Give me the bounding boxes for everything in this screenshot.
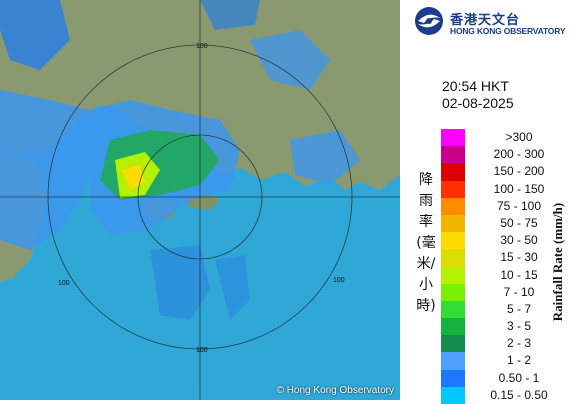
hko-logo: 香港天文台 HONG KONG OBSERVATORY xyxy=(414,6,574,40)
rainfall-legend: >300 200 - 300 150 - 200 100 - 150 75 - … xyxy=(441,129,571,404)
legend-swatch xyxy=(441,197,465,215)
copyright-text: © Hong Kong Observatory xyxy=(276,385,394,396)
legend-row: 0.50 - 1 xyxy=(441,369,571,387)
range-rings xyxy=(0,0,400,400)
radar-date: 02-08-2025 xyxy=(442,95,514,111)
legend-row: 200 - 300 xyxy=(441,146,571,164)
logo-english-name: HONG KONG OBSERVATORY xyxy=(450,26,566,36)
legend-swatch xyxy=(441,266,465,284)
legend-swatch xyxy=(441,369,465,387)
range-label-south: 100 xyxy=(196,347,208,354)
legend-label: 30 - 50 xyxy=(500,233,538,248)
range-label-north: 100 xyxy=(196,43,208,50)
legend-label: 10 - 15 xyxy=(500,267,538,282)
hko-logo-icon xyxy=(415,7,443,35)
legend-swatch xyxy=(441,249,465,267)
legend-label: 2 - 3 xyxy=(506,336,531,351)
legend-row: 1 - 2 xyxy=(441,352,571,370)
legend-swatch xyxy=(441,232,465,250)
legend-label: 3 - 5 xyxy=(506,319,531,334)
legend-row: 30 - 50 xyxy=(441,232,571,250)
legend-row: 10 - 15 xyxy=(441,266,571,284)
legend-label: 100 - 150 xyxy=(493,181,545,196)
legend-label: 150 - 200 xyxy=(493,164,545,179)
legend-swatch xyxy=(441,335,465,353)
legend-label: 200 - 300 xyxy=(493,147,545,162)
legend-swatch xyxy=(441,318,465,336)
legend-row: 50 - 75 xyxy=(441,214,571,233)
range-label-east: 100 xyxy=(333,277,345,284)
info-panel: 香港天文台 HONG KONG OBSERVATORY 20:54 HKT 02… xyxy=(400,0,577,404)
legend-swatch xyxy=(441,180,465,198)
legend-label: 50 - 75 xyxy=(500,215,538,230)
legend-label: 0.15 - 0.50 xyxy=(490,387,548,402)
logo-chinese-name: 香港天文台 xyxy=(450,13,521,28)
legend-swatch xyxy=(441,146,465,164)
legend-row: 0.15 - 0.50 xyxy=(441,386,571,404)
legend-label: 15 - 30 xyxy=(500,250,538,265)
legend-swatch xyxy=(441,386,465,404)
legend-swatch xyxy=(441,352,465,370)
legend-row: 3 - 5 xyxy=(441,318,571,336)
range-labels: 100 100 100 100 xyxy=(58,43,345,354)
legend-row: 75 - 100 xyxy=(441,197,571,215)
radar-map: 100 100 100 100 © Hong Kong Observatory xyxy=(0,0,400,400)
legend-label: 7 - 10 xyxy=(503,284,535,299)
legend-label: >300 xyxy=(505,130,533,144)
radar-map-graphic: 100 100 100 100 xyxy=(0,0,400,400)
legend-label: 75 - 100 xyxy=(496,198,542,213)
legend-label: 0.50 - 1 xyxy=(498,370,540,385)
legend-row: 150 - 200 xyxy=(441,163,571,181)
legend-row: 7 - 10 xyxy=(441,283,571,301)
legend-title-chinese: 降雨率(毫米/小時) xyxy=(416,172,436,314)
legend-swatch xyxy=(441,214,465,233)
legend-row: 2 - 3 xyxy=(441,335,571,353)
legend-row: 15 - 30 xyxy=(441,249,571,267)
legend-swatch xyxy=(441,129,465,147)
range-label-west: 100 xyxy=(58,280,70,287)
legend-label: 5 - 7 xyxy=(506,301,531,316)
legend-swatch xyxy=(441,283,465,301)
legend-row: 5 - 7 xyxy=(441,300,571,319)
legend-label: 1 - 2 xyxy=(506,353,531,368)
legend-swatch xyxy=(441,300,465,319)
rain-echoes xyxy=(0,0,360,320)
radar-time: 20:54 HKT xyxy=(442,78,509,94)
legend-row: >300 xyxy=(441,129,571,147)
legend-row: 100 - 150 xyxy=(441,180,571,198)
legend-swatch xyxy=(441,163,465,181)
